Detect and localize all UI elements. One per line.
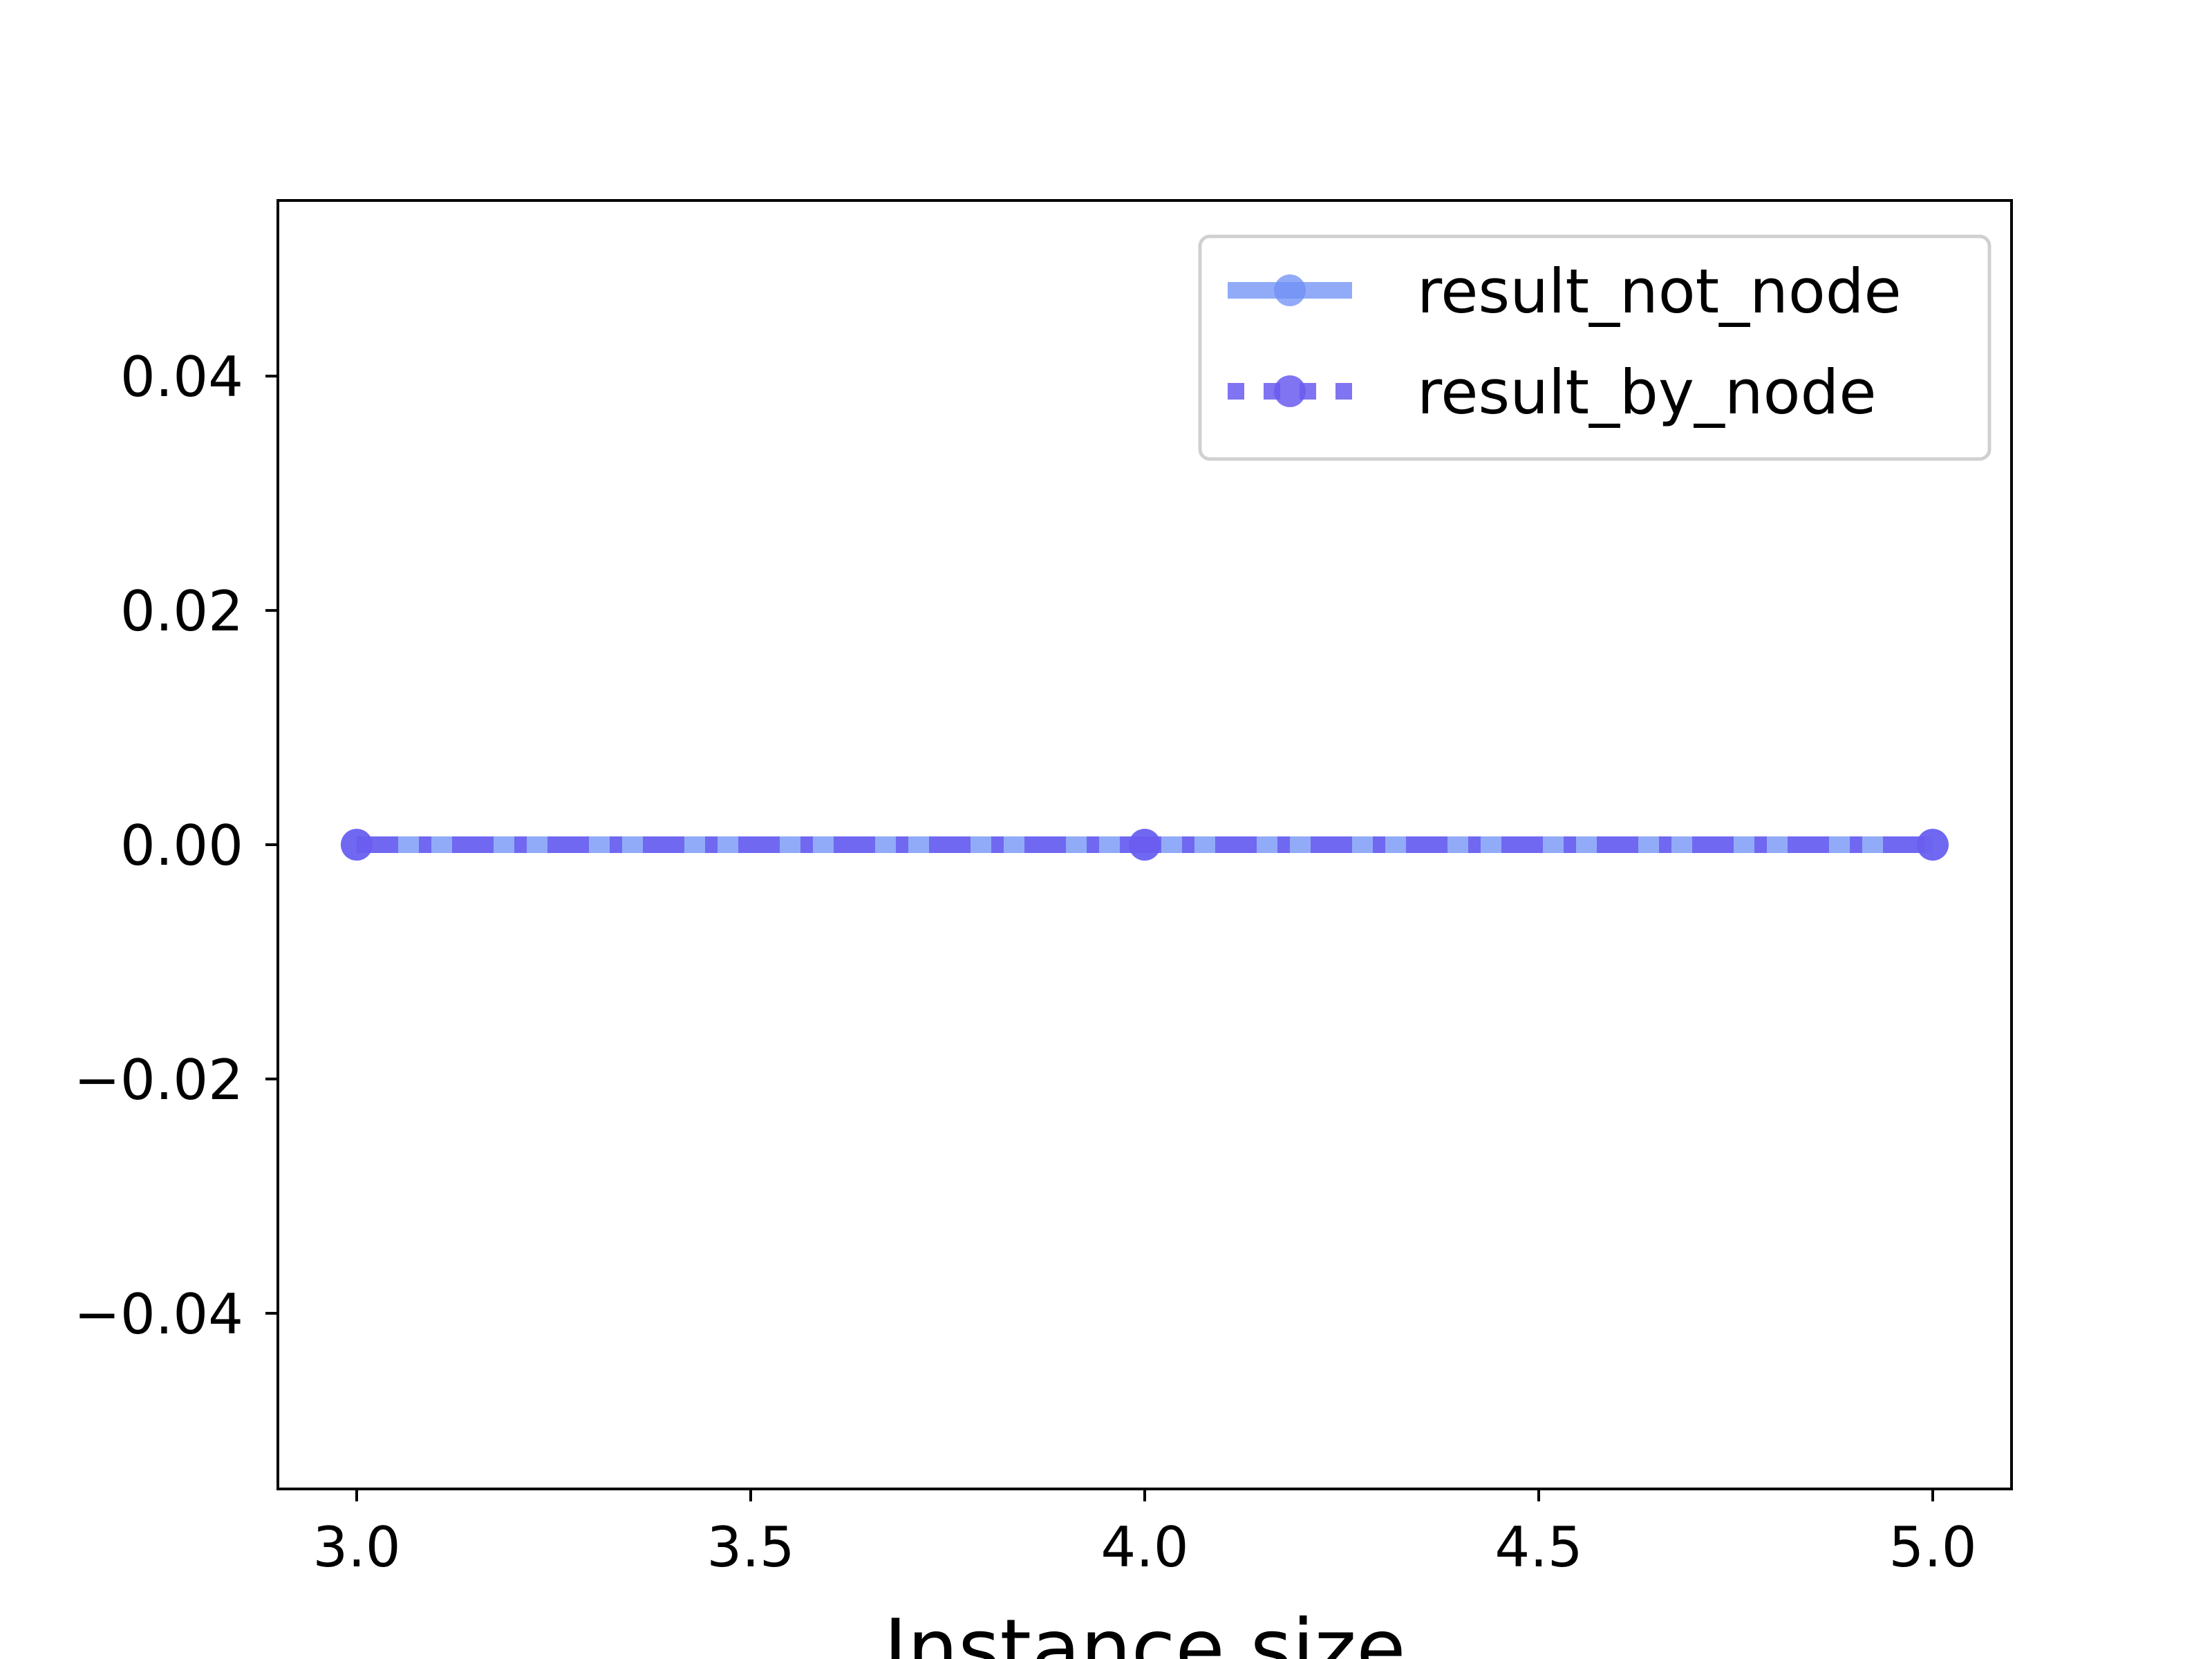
y-axis-ticks: 0.04 0.02 0.00 −0.02 −0.04 bbox=[74, 345, 278, 1347]
legend-frame bbox=[1198, 234, 1991, 461]
x-tick-label: 3.0 bbox=[312, 1515, 400, 1580]
data-point-result_by_node bbox=[341, 829, 373, 861]
y-tick-label: 0.02 bbox=[120, 579, 243, 644]
y-tick-label: 0.04 bbox=[120, 345, 243, 409]
y-tick-label: −0.02 bbox=[74, 1048, 243, 1112]
x-axis-ticks: 3.0 3.5 4.0 4.5 5.0 bbox=[312, 1489, 1977, 1580]
legend-label: result_by_node bbox=[1417, 357, 1877, 428]
data-point-result_by_node bbox=[1129, 829, 1161, 861]
x-tick-label: 5.0 bbox=[1888, 1515, 1976, 1580]
data-point-result_by_node bbox=[1917, 829, 1949, 861]
y-tick-label: 0.00 bbox=[120, 814, 243, 878]
series-layer bbox=[341, 829, 1949, 861]
x-axis-title: Instance size bbox=[883, 1602, 1405, 1659]
legend-swatch-marker bbox=[1274, 375, 1306, 407]
x-tick-label: 3.5 bbox=[706, 1515, 794, 1580]
legend-swatch-marker bbox=[1274, 274, 1306, 306]
legend-label: result_not_node bbox=[1417, 256, 1902, 327]
x-tick-label: 4.5 bbox=[1494, 1515, 1582, 1580]
x-tick-label: 4.0 bbox=[1100, 1515, 1188, 1580]
legend: result_not_node result_by_node bbox=[1198, 234, 1991, 461]
y-tick-label: −0.04 bbox=[74, 1282, 243, 1347]
